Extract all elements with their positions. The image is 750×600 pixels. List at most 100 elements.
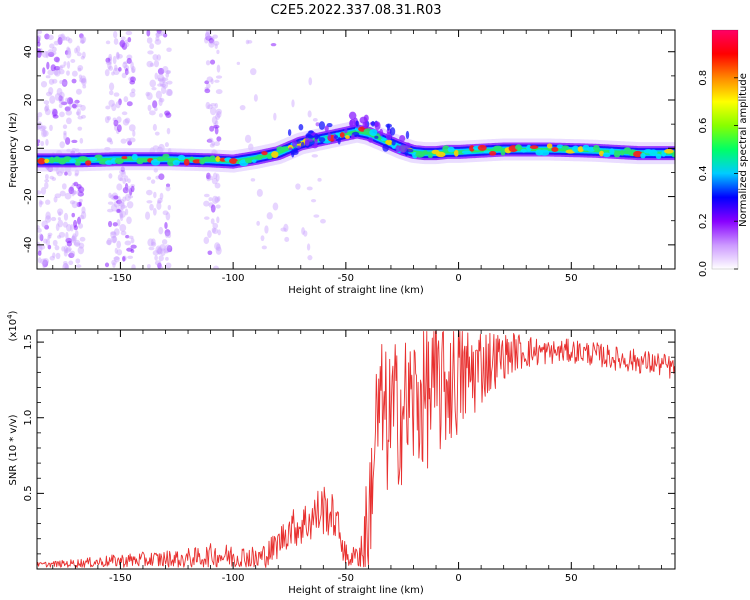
- heatmap-cell: [56, 87, 63, 96]
- heatmap-cell: [213, 265, 219, 269]
- heatmap-cell: [79, 236, 86, 242]
- heatmap-cell: [74, 161, 81, 166]
- heatmap-cell: [308, 77, 313, 86]
- heatmap-cell: [79, 36, 87, 44]
- heatmap-cell: [127, 255, 134, 259]
- heatmap-cell: [118, 67, 122, 72]
- heatmap-cell: [38, 199, 43, 208]
- heatmap-cell: [345, 135, 350, 140]
- heatmap-cell: [112, 67, 120, 76]
- heatmap-cell: [71, 201, 78, 209]
- heatmap-cell: [37, 257, 42, 264]
- heatmap-cell: [64, 50, 69, 55]
- heatmap-cell: [159, 97, 165, 103]
- heatmap-cell: [155, 32, 160, 38]
- heatmap-cell: [149, 110, 156, 116]
- heatmap-cell: [119, 213, 124, 222]
- heatmap-cell: [649, 149, 658, 157]
- heatmap-cell: [49, 255, 55, 261]
- heatmap-cell: [146, 176, 152, 181]
- figure-title: C2E5.2022.337.08.31.R03: [270, 3, 441, 18]
- heatmap-cell: [120, 202, 125, 210]
- snr-series-line: [37, 331, 675, 568]
- x-tick-label: -100: [222, 573, 245, 584]
- heatmap-cell: [153, 60, 160, 68]
- heatmap-cell: [147, 264, 151, 269]
- heatmap-cell: [47, 49, 54, 55]
- heatmap-cell: [37, 48, 41, 52]
- heatmap-cell: [79, 33, 84, 39]
- heatmap-cell: [54, 245, 60, 251]
- heatmap-cell: [154, 131, 160, 136]
- heatmap-cell: [47, 34, 54, 41]
- heatmap-cell: [71, 103, 77, 109]
- heatmap-cell: [311, 154, 319, 158]
- heatmap-cell: [49, 124, 53, 132]
- heatmap-cell: [57, 217, 61, 221]
- heatmap-cell: [63, 156, 72, 161]
- colorbar-tick-label: 0.6: [698, 118, 709, 134]
- heatmap-cell: [477, 144, 487, 151]
- heatmap-cell: [461, 150, 472, 155]
- heatmap-cell: [337, 136, 341, 145]
- heatmap-cell: [111, 71, 115, 76]
- heatmap-cell: [51, 177, 57, 181]
- heatmap-cell: [284, 236, 290, 243]
- heatmap-cell: [369, 129, 378, 137]
- heatmap-cell: [317, 177, 322, 182]
- heatmap-cell: [664, 148, 674, 154]
- heatmap-cell: [156, 200, 162, 204]
- heatmap-cell: [74, 173, 79, 177]
- heatmap-cell: [156, 54, 161, 61]
- spectrogram-x-axis-label: Height of straight line (km): [288, 285, 424, 296]
- heatmap-cell: [280, 146, 290, 151]
- heatmap-cell: [609, 148, 615, 155]
- heatmap-cell: [85, 160, 92, 166]
- heatmap-cell: [165, 112, 172, 118]
- heatmap-cell: [307, 110, 312, 118]
- heatmap-cell: [124, 208, 129, 216]
- heatmap-cell: [208, 197, 213, 202]
- snr-y-multiplier: (x104): [6, 310, 19, 341]
- heatmap-cell: [79, 198, 83, 203]
- heatmap-cell: [152, 207, 157, 216]
- colorbar-label: Normalized spectral amplitude: [738, 73, 749, 227]
- heatmap-cell: [65, 117, 72, 125]
- heatmap-cell: [177, 154, 186, 161]
- heatmap-cell: [58, 157, 67, 165]
- heatmap-cell: [146, 200, 153, 204]
- heatmap-cell: [165, 70, 171, 75]
- heatmap-cell: [124, 175, 129, 183]
- heatmap-cell: [515, 144, 523, 151]
- heatmap-cell: [76, 216, 82, 225]
- heatmap-cell: [291, 99, 295, 108]
- heatmap-cell: [150, 241, 157, 247]
- heatmap-cell: [165, 212, 171, 221]
- heatmap-cell: [128, 235, 134, 239]
- heatmap-cell: [39, 201, 44, 205]
- heatmap-cell: [110, 204, 118, 212]
- heatmap-cell: [77, 116, 84, 120]
- heatmap-cell: [63, 212, 69, 221]
- heatmap-cell: [266, 212, 273, 220]
- heatmap-cell: [300, 141, 305, 149]
- heatmap-cell: [60, 101, 68, 106]
- heatmap-cell: [520, 148, 527, 153]
- heatmap-cell: [58, 68, 65, 75]
- heatmap-cell: [214, 196, 220, 203]
- heatmap-cell: [256, 188, 263, 197]
- heatmap-cell: [623, 147, 631, 152]
- heatmap-cell: [44, 215, 52, 223]
- colorbar-ticks: 0.0 0.2 0.4 0.6 0.8: [698, 70, 738, 277]
- heatmap-cell: [313, 214, 320, 218]
- heatmap-cell: [324, 125, 329, 132]
- heatmap-cell: [78, 223, 84, 229]
- heatmap-cell: [166, 245, 173, 253]
- heatmap-cell: [116, 183, 123, 191]
- heatmap-cell: [105, 61, 112, 65]
- heatmap-cell: [52, 46, 57, 53]
- heatmap-cell: [45, 138, 49, 146]
- heatmap-cell: [613, 151, 621, 158]
- heatmap-cell: [112, 235, 117, 244]
